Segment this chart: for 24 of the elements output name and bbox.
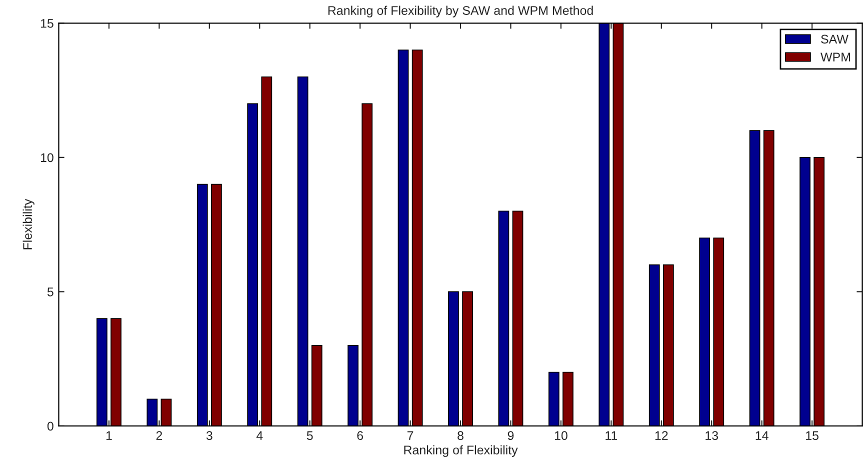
x-tick-label: 5 bbox=[306, 431, 313, 440]
x-tick-label: 12 bbox=[655, 431, 668, 440]
x-tick-label: 15 bbox=[806, 431, 818, 440]
x-tick-label: 4 bbox=[256, 431, 263, 440]
x-axis-title: Ranking of Flexibility bbox=[404, 445, 518, 457]
legend-label: WPM bbox=[820, 52, 850, 62]
x-tick-label: 8 bbox=[458, 431, 464, 440]
x-tick-label: 6 bbox=[357, 431, 363, 440]
x-tick-label: 7 bbox=[407, 431, 414, 440]
x-tick-label: 2 bbox=[156, 431, 162, 440]
y-tick-label: 15 bbox=[40, 19, 54, 28]
y-axis-title: Flexibility bbox=[22, 198, 34, 250]
x-tick-label: 13 bbox=[706, 431, 718, 440]
y-tick-label: 0 bbox=[47, 422, 54, 431]
legend-label: SAW bbox=[821, 34, 848, 44]
x-tick-label: 9 bbox=[508, 431, 514, 440]
x-tick-label: 3 bbox=[206, 431, 212, 440]
x-tick-label: 1 bbox=[106, 431, 112, 440]
x-tick-label: 11 bbox=[606, 431, 618, 440]
chart-title: Ranking of Flexibility by SAW and WPM Method bbox=[328, 6, 593, 18]
y-tick-label: 10 bbox=[40, 153, 54, 162]
y-tick-label: 5 bbox=[47, 288, 54, 296]
x-tick-label: 14 bbox=[756, 431, 768, 440]
x-tick-label: 10 bbox=[554, 431, 568, 440]
